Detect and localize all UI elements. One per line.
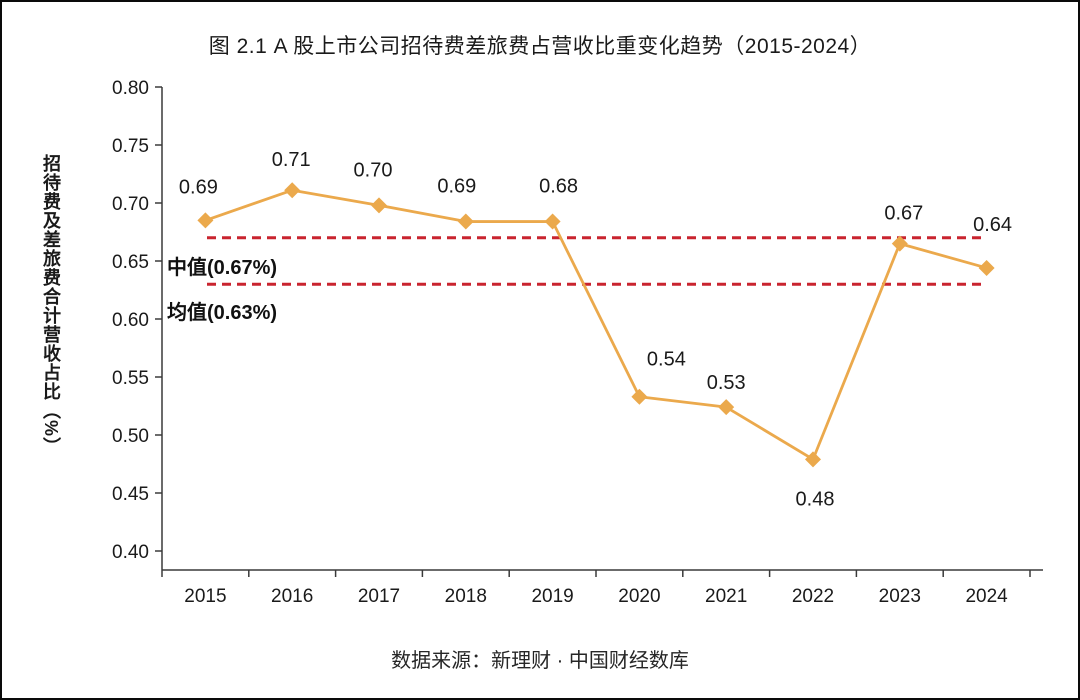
x-tick-label: 2017: [358, 586, 400, 607]
data-point-marker: [457, 213, 474, 230]
y-tick-label: 0.65: [112, 252, 149, 273]
data-point-label: 0.70: [354, 159, 393, 181]
data-point-label: 0.68: [539, 176, 578, 198]
y-tick-label: 0.40: [112, 542, 149, 563]
data-point-marker: [544, 213, 561, 230]
data-point-marker: [284, 182, 301, 199]
chart-title: 图 2.1 A 股上市公司招待费差旅费占营收比重变化趋势（2015-2024）: [208, 35, 872, 58]
x-tick-label: 2018: [445, 586, 487, 607]
y-tick-label: 0.60: [112, 310, 149, 331]
x-tick-label: 2020: [618, 586, 660, 607]
x-tick-label: 2024: [965, 586, 1008, 607]
y-tick-label: 0.75: [112, 136, 149, 157]
data-point-marker: [718, 399, 735, 416]
data-point-marker: [197, 212, 214, 229]
y-tick-label: 0.55: [112, 368, 149, 389]
data-point-label: 0.67: [884, 203, 923, 225]
series-line: [203, 188, 988, 461]
data-point-marker: [978, 259, 995, 276]
x-tick-label: 2021: [705, 586, 747, 607]
data-point-marker: [631, 388, 648, 405]
data-point-label: 0.53: [707, 372, 746, 394]
data-point-label: 0.54: [647, 349, 686, 371]
data-point-label: 0.48: [796, 488, 835, 510]
data-point-label: 0.69: [179, 176, 218, 198]
data-point-label: 0.64: [973, 214, 1012, 236]
data-point-marker: [891, 235, 908, 252]
mean-line-annotation: 均值(0.63%): [167, 302, 278, 324]
y-tick-label: 0.70: [112, 194, 149, 215]
data-point-label: 0.69: [437, 176, 476, 198]
data-source-note: 数据来源：新理财 · 中国财经数库: [391, 650, 689, 672]
data-point-label: 0.71: [272, 149, 311, 171]
data-point-marker: [805, 451, 821, 468]
x-tick-label: 2016: [271, 586, 313, 607]
data-point-marker: [371, 197, 387, 214]
median-line-annotation: 中值(0.67%): [167, 257, 278, 279]
x-tick-label: 2015: [184, 586, 226, 607]
x-tick-label: 2023: [879, 586, 921, 607]
x-tick-label: 2022: [792, 586, 834, 607]
y-tick-label: 0.80: [112, 78, 149, 99]
y-tick-label: 0.45: [112, 484, 149, 505]
y-axis-title-label: 招待费及差旅费合计营收占比（%）: [41, 154, 61, 457]
x-tick-label: 2019: [531, 586, 573, 607]
y-tick-label: 0.50: [112, 426, 149, 447]
